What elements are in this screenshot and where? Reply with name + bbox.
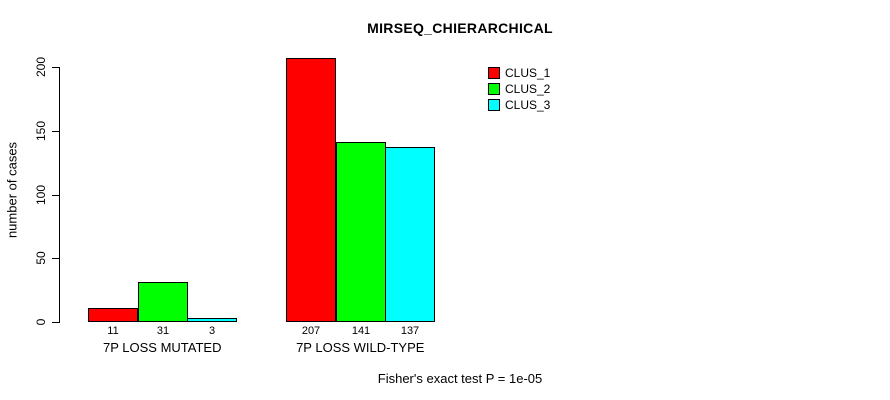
y-axis-tick <box>52 322 59 323</box>
bar-clus_2 <box>138 282 188 322</box>
bar-value-label: 141 <box>351 325 371 337</box>
y-axis-tick-label: 50 <box>34 251 48 265</box>
legend-swatch-clus_1 <box>488 67 500 79</box>
y-axis-tick-label: 200 <box>34 56 48 78</box>
y-axis-line <box>59 67 60 323</box>
bar-clus_1 <box>88 308 138 322</box>
legend-row: CLUS_3 <box>488 97 550 113</box>
legend-label: CLUS_2 <box>505 81 551 96</box>
category-label: 7P LOSS WILD-TYPE <box>296 340 425 355</box>
category-label: 7P LOSS MUTATED <box>103 340 222 355</box>
legend-row: CLUS_2 <box>488 81 550 97</box>
legend-swatch-clus_3 <box>488 99 500 111</box>
bar-value-label: 207 <box>301 325 321 337</box>
y-axis-tick <box>52 131 59 132</box>
y-axis-tick-label: 150 <box>34 120 48 142</box>
bar-value-label: 137 <box>400 325 420 337</box>
y-axis-tick <box>52 195 59 196</box>
legend-swatch-clus_2 <box>488 83 500 95</box>
y-axis-tick <box>52 67 59 68</box>
y-axis-tick <box>52 258 59 259</box>
legend-label: CLUS_1 <box>505 65 551 80</box>
bar-value-label: 31 <box>156 325 170 337</box>
y-axis-title: number of cases <box>4 141 20 239</box>
bar-clus_2 <box>336 142 386 322</box>
bar-clus_3 <box>187 318 237 322</box>
y-axis-tick-label: 100 <box>34 184 48 206</box>
bar-value-label: 3 <box>208 325 216 337</box>
caption: Fisher's exact test P = 1e-05 <box>377 371 543 386</box>
bar-value-label: 11 <box>107 325 119 337</box>
y-axis-tick-label: 0 <box>34 318 48 326</box>
chart-title: MIRSEQ_CHIERARCHICAL <box>367 20 553 36</box>
legend-row: CLUS_1 <box>488 65 550 81</box>
bar-clus_3 <box>385 147 435 322</box>
bar-clus_1 <box>286 58 336 322</box>
legend: CLUS_1 CLUS_2 CLUS_3 <box>488 65 550 113</box>
legend-label: CLUS_3 <box>505 97 551 112</box>
